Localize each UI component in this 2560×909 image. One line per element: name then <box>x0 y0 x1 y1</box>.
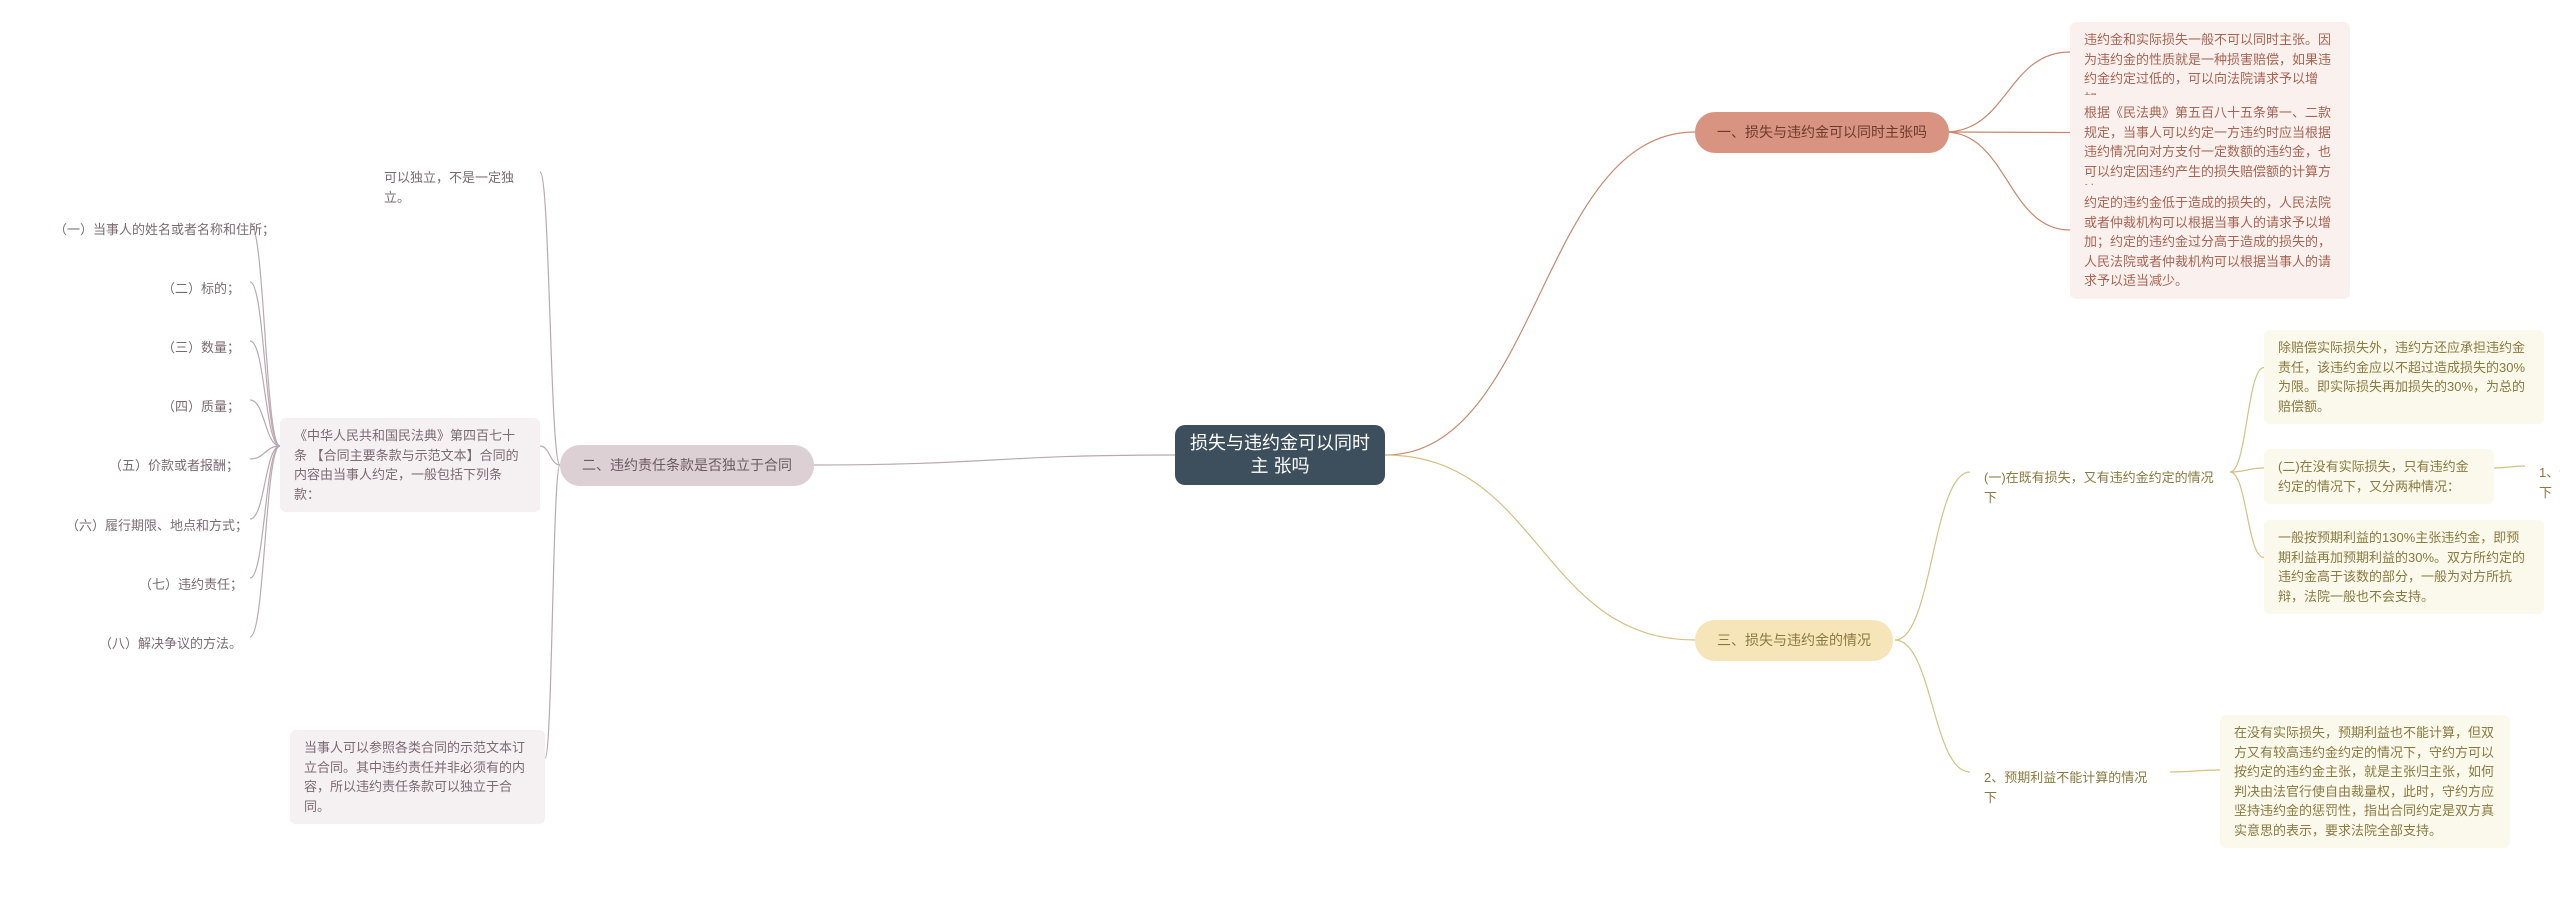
clause-4: （五）价款或者报酬； <box>95 448 253 484</box>
b3-grandchild: 1、预期利益可以计算的情况下 <box>2525 455 2560 510</box>
clause-6: （七）违约责任； <box>125 567 257 603</box>
clause-2: （三）数量； <box>148 330 254 366</box>
b3-case-0-child-2: 一般按预期利益的130%主张违约金，即预期利益再加预期利益的30%。双方所约定的… <box>2264 520 2544 614</box>
branch-1: 一、损失与违约金可以同时主张吗 <box>1695 112 1949 153</box>
clause-0: （一）当事人的姓名或者名称和住所； <box>40 212 289 248</box>
b3-case-0: (一)在既有损失，又有违约金约定的情况下 <box>1970 460 2230 515</box>
b2-leaf-0: 可以独立，不是一定独立。 <box>370 160 540 215</box>
b3-case-1-leaf: 在没有实际损失，预期利益也不能计算，但双方又有较高违约金约定的情况下，守约方可以… <box>2220 715 2510 848</box>
b2-leaf-1: 《中华人民共和国民法典》第四百七十条 【合同主要条款与示范文本】合同的内容由当事… <box>280 418 540 512</box>
branch-3: 三、损失与违约金的情况 <box>1695 620 1893 661</box>
b3-case-0-child-0: 除赔偿实际损失外，违约方还应承担违约金责任，该违约金应以不超过造成损失的30%为… <box>2264 330 2544 424</box>
b2-leaf-2: 当事人可以参照各类合同的示范文本订立合同。其中违约责任并非必须有的内容，所以违约… <box>290 730 545 824</box>
clause-5: （六）履行期限、地点和方式； <box>52 508 262 544</box>
branch-2: 二、违约责任条款是否独立于合同 <box>560 445 814 486</box>
b1-leaf-2: 约定的违约金低于造成的损失的，人民法院或者仲裁机构可以根据当事人的请求予以增加；… <box>2070 185 2350 299</box>
clause-7: （八）解决争议的方法。 <box>85 626 256 662</box>
clause-3: （四）质量； <box>148 389 254 425</box>
b3-case-1: 2、预期利益不能计算的情况下 <box>1970 760 2170 815</box>
clause-1: （二）标的； <box>148 271 254 307</box>
b3-case-0-child-1: (二)在没有实际损失，只有违约金约定的情况下，又分两种情况： <box>2264 449 2494 504</box>
